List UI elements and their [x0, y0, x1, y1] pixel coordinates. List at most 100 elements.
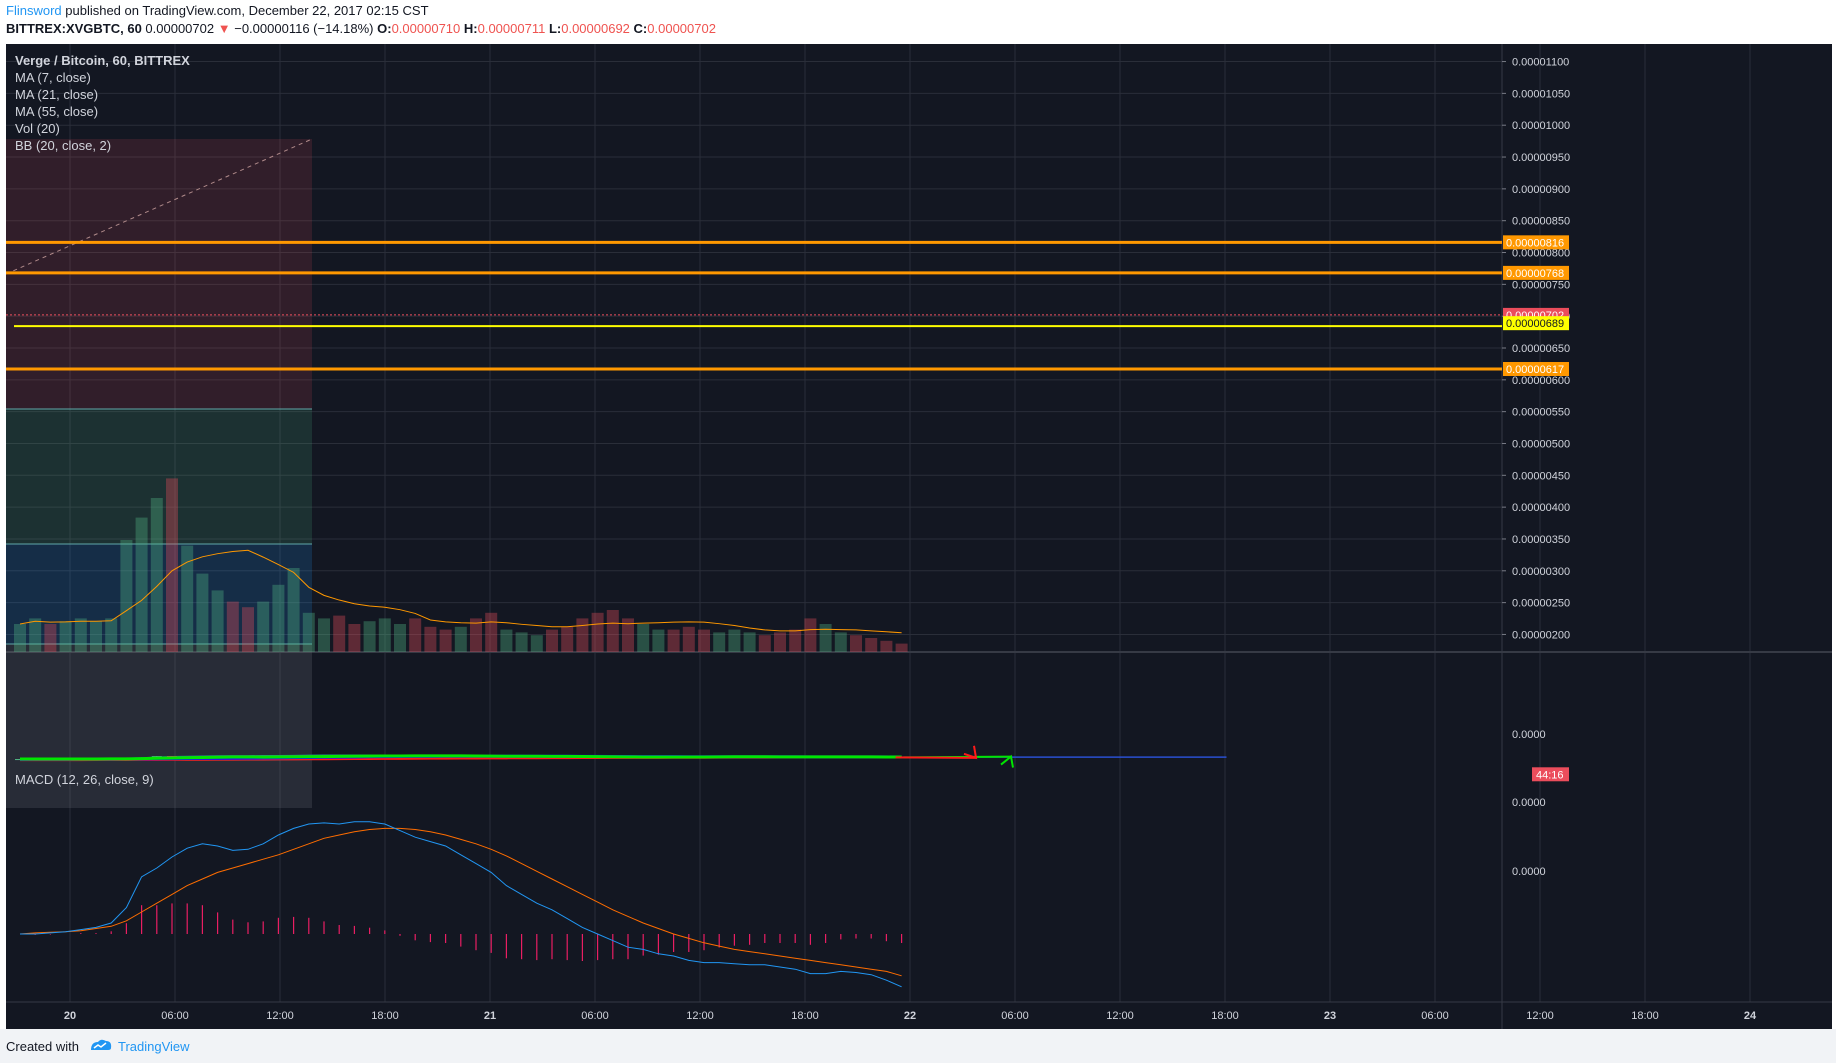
legend-ma55[interactable]: MA (55, close) — [15, 104, 99, 119]
volume-bar — [333, 615, 346, 652]
price-tick-label: 0.00000750 — [1512, 279, 1570, 291]
volume-bar — [90, 621, 102, 652]
volume-bar — [500, 629, 513, 652]
time-tick-label: 22 — [904, 1010, 916, 1022]
level-label: 0.00000689 — [1506, 318, 1564, 330]
time-tick-label: 20 — [64, 1010, 76, 1022]
tradingview-logo-icon — [91, 1039, 112, 1050]
legend-bb[interactable]: BB (20, close, 2) — [15, 138, 112, 153]
volume-bar — [758, 635, 771, 652]
volume-bar — [409, 618, 422, 652]
fib-drawings — [6, 138, 1227, 808]
volume-bar — [211, 590, 224, 652]
time-tick-label: 06:00 — [161, 1010, 189, 1022]
volume-bar — [743, 632, 756, 652]
volume-bar — [637, 624, 650, 652]
horizontal-levels — [6, 240, 1502, 371]
time-tick-label: 06:00 — [1001, 1010, 1029, 1022]
price-tick-label: 0.00000300 — [1512, 566, 1570, 578]
time-tick-label: 12:00 — [1526, 1010, 1554, 1022]
last-price: 0.00000702 — [145, 21, 215, 36]
arrow-down-head — [963, 745, 978, 760]
footer: Created with TradingView — [0, 1029, 1836, 1063]
macd-tick-label: 0.0000 — [1512, 866, 1546, 878]
volume-bar — [713, 632, 726, 652]
publish-info: published on TradingView.com, December 2… — [65, 3, 429, 18]
level-label-bg — [1503, 265, 1569, 280]
volume-bar — [667, 629, 680, 652]
arrow-up-head — [1000, 754, 1014, 768]
countdown-bg — [1532, 767, 1569, 782]
chart-header: Flinsword published on TradingView.com, … — [0, 0, 1836, 44]
price-tick-label: 0.00000800 — [1512, 248, 1570, 260]
volume-bar — [242, 607, 254, 652]
price-tick-label: 0.00000900 — [1512, 184, 1570, 196]
volume-bar — [470, 618, 482, 652]
volume-bar — [865, 638, 878, 652]
price-tick-label: 0.00000950 — [1512, 152, 1570, 164]
legend-ma7[interactable]: MA (7, close) — [15, 70, 91, 85]
time-tick-label: 06:00 — [581, 1010, 609, 1022]
volume-bar — [74, 618, 87, 652]
macd-pane — [19, 821, 903, 988]
author-link[interactable]: Flinsword — [6, 3, 62, 18]
volume-bar — [59, 621, 72, 652]
tradingview-link[interactable]: TradingView — [118, 1039, 190, 1054]
open-value: 0.00000710 — [391, 21, 461, 36]
volume-bar — [14, 624, 26, 652]
volume-bar — [606, 610, 619, 652]
close-value: 0.00000702 — [647, 21, 716, 36]
price-tick-label: 0.00000550 — [1512, 407, 1570, 419]
price-tick-label: 0.00001000 — [1512, 120, 1570, 132]
symbol-label: BITTREX:XVGBTC, 60 — [6, 21, 142, 36]
price-tick-label: 0.00001100 — [1512, 57, 1569, 69]
price-tick-label: 0.00000650 — [1512, 343, 1570, 355]
price-tick-label: 0.00000600 — [1512, 375, 1570, 387]
price-change: −0.00000116 (−14.18%) — [234, 21, 374, 36]
volume-bar — [348, 624, 361, 652]
volume-bar — [485, 612, 498, 652]
fib-zone-grey — [6, 644, 312, 808]
volume-bar — [622, 618, 634, 652]
legend-macd[interactable]: MACD (12, 26, close, 9) — [15, 772, 154, 787]
fib-zone-green — [6, 409, 312, 544]
moving-averages — [19, 754, 902, 762]
ma7-line — [19, 754, 902, 761]
volume-bar — [29, 618, 42, 652]
price-chart[interactable]: 0.00001100 0.00001050 0.00001000 0.00000950… — [6, 44, 1832, 1029]
price-tick-label: 0.00000850 — [1512, 216, 1570, 228]
volume-bar — [880, 640, 893, 652]
macd-line — [20, 821, 902, 988]
level-label: 0.00000617 — [1506, 364, 1564, 376]
volume-bar — [819, 624, 832, 652]
volume-bar — [196, 573, 209, 652]
chart-area[interactable]: 0.00001100 0.00001050 0.00001000 0.00000950… — [6, 44, 1832, 1029]
time-tick-label: 18:00 — [791, 1010, 819, 1022]
time-tick-label: 12:00 — [686, 1010, 714, 1022]
price-tick-label: 0.00001050 — [1512, 88, 1570, 100]
volume-bar — [287, 568, 300, 652]
volume-bar — [895, 643, 908, 652]
volume-bar — [591, 612, 604, 652]
volume-bar — [850, 635, 862, 652]
time-tick-label: 12:00 — [1106, 1010, 1134, 1022]
volume-bar — [439, 629, 452, 652]
volume-bar — [135, 517, 148, 652]
volume-bar — [576, 618, 589, 652]
time-tick-label: 18:00 — [1631, 1010, 1659, 1022]
legend-ma21[interactable]: MA (21, close) — [15, 87, 99, 102]
volume-bar — [272, 584, 285, 652]
low-label: L: — [548, 21, 562, 36]
volume-bars — [14, 478, 908, 652]
price-tick-label: 0.00000350 — [1512, 534, 1570, 546]
price-tick-label: 0.00000450 — [1512, 470, 1570, 482]
time-tick-label: 21 — [484, 1010, 496, 1022]
time-tick-label: 23 — [1324, 1010, 1336, 1022]
volume-bar — [226, 601, 239, 652]
macd-tick-label: 0.0000 — [1512, 797, 1546, 809]
price-tick-label: 0.00000400 — [1512, 502, 1570, 514]
legend-vol[interactable]: Vol (20) — [15, 121, 60, 136]
volume-ma — [19, 549, 902, 634]
volume-bar — [363, 621, 376, 652]
volume-bar — [834, 632, 847, 652]
